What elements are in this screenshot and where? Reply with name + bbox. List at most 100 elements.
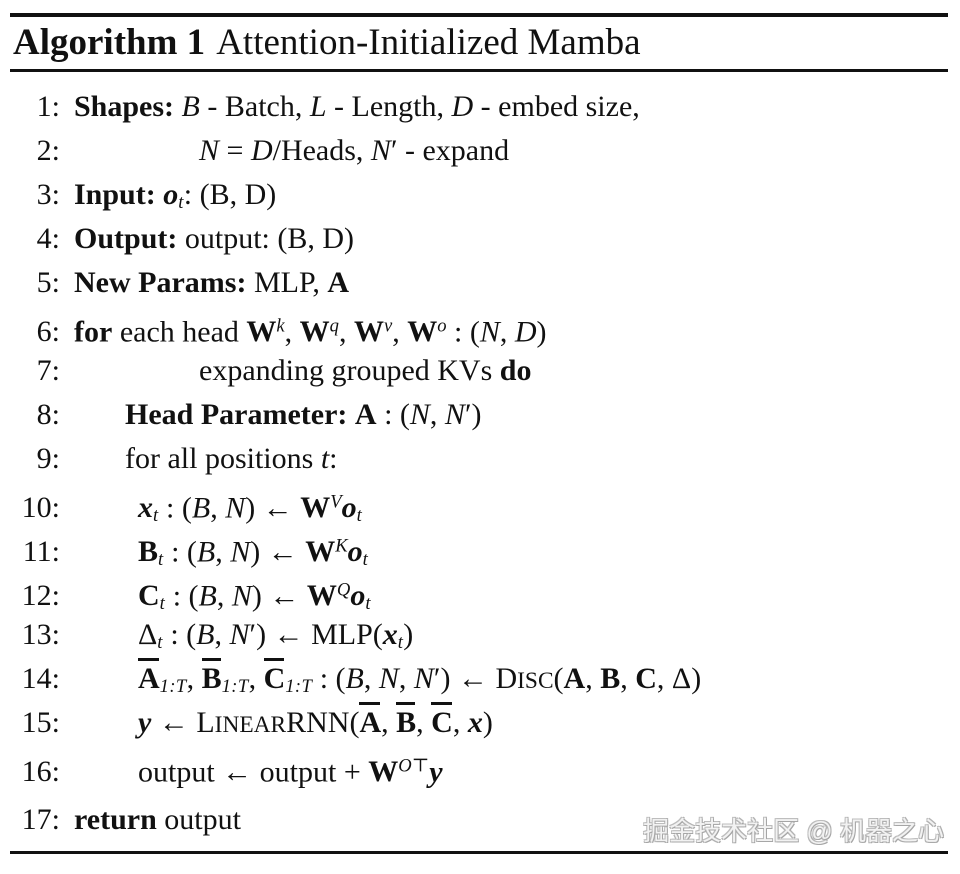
algorithm-line-16: 16: output ← output + WO⊤y <box>10 745 954 789</box>
algorithm-line-10: 10: xt : (B, N) ← WVot <box>10 481 954 527</box>
math-segment: , <box>499 315 515 349</box>
math-segment: : ( <box>165 579 199 613</box>
math-segment: ot <box>347 535 369 571</box>
math-segment: B <box>196 618 215 651</box>
line-number: 14: <box>21 662 60 695</box>
math-segment: , <box>429 398 445 431</box>
top-rule <box>10 13 948 17</box>
math-segment: , <box>381 706 397 739</box>
math-segment: , <box>210 491 226 525</box>
line-content: N = D/Heads, N′ - expand <box>60 129 509 173</box>
algorithm-line-15: 15: y ← LINEARRNN(A, B, C, x) <box>10 701 954 745</box>
math-segment: WQ <box>306 579 351 613</box>
line-content: for all positions t: <box>60 437 338 481</box>
algorithm-line-1: 1: Shapes: B - Batch, L - Length, D - emb… <box>10 85 954 129</box>
math-segment: : ( <box>312 662 346 695</box>
math-segment: N <box>378 662 399 695</box>
line-content: for each head Wk, Wq, Wv, Wo : (N, D) <box>60 305 547 354</box>
math-segment: A <box>327 266 349 299</box>
math-segment: ) <box>482 706 493 739</box>
math-segment: , <box>398 662 414 695</box>
math-segment: ) <box>536 315 547 349</box>
algorithm-line-2: 2: N = D/Heads, N′ - expand <box>10 129 954 173</box>
math-segment: N <box>199 134 220 167</box>
math-segment: - embed size, <box>473 90 640 123</box>
line-number: 10: <box>21 491 60 525</box>
math-segment: A <box>354 398 377 431</box>
math-segment: ot <box>341 491 363 527</box>
math-segment: , <box>452 706 468 739</box>
math-segment: A1:T <box>138 658 187 697</box>
math-segment <box>174 90 182 123</box>
algorithm-line-9: 9: for all positions t: <box>10 437 954 481</box>
math-segment: B <box>396 702 416 739</box>
math-segment: ′ <box>390 134 398 167</box>
math-segment: Head Parameter: <box>125 398 348 431</box>
line-content: Input: ot: (B, D) <box>60 173 276 225</box>
math-segment: , <box>620 662 636 695</box>
math-segment: B <box>191 491 211 525</box>
math-segment: return <box>74 803 157 836</box>
line-content: Shapes: B - Batch, L - Length, D - embed… <box>60 85 640 129</box>
math-segment: B <box>181 90 200 123</box>
math-segment: B <box>196 535 216 569</box>
line-content: expanding grouped KVs do <box>60 349 531 393</box>
math-segment: ot <box>163 178 184 214</box>
math-segment: , Δ) <box>656 662 702 695</box>
algorithm-title: Algorithm 1 Attention-Initialized Mamba <box>13 20 641 66</box>
math-segment: y <box>429 755 443 789</box>
math-segment: , <box>392 315 408 349</box>
title-separator-rule <box>10 69 948 72</box>
line-number: 4: <box>36 222 60 255</box>
math-segment: xt <box>382 618 404 654</box>
math-segment: - Batch, <box>199 90 310 123</box>
math-segment: Wk <box>246 315 285 349</box>
math-segment: each head <box>112 315 247 349</box>
math-segment: /Heads, <box>272 134 371 167</box>
line-content: A1:T, B1:T, C1:T : (B, N, N′) ← DISC(A, … <box>60 657 701 709</box>
math-segment: output: (B, D) <box>177 222 355 255</box>
watermark-text: 掘金技术社区 @ 机器之心 <box>643 816 944 846</box>
line-content: return output <box>60 798 241 842</box>
math-segment: for all positions <box>125 442 321 475</box>
math-segment: , <box>216 579 232 613</box>
math-segment: ′) ← <box>433 662 496 695</box>
line-number: 8: <box>36 398 60 431</box>
math-segment: , <box>248 662 264 695</box>
algorithm-title-name: Attention-Initialized Mamba <box>216 22 641 63</box>
algorithm-line-4: 4: Output: output: (B, D) <box>10 217 954 261</box>
bottom-rule <box>10 851 948 854</box>
line-number: 5: <box>36 266 60 299</box>
math-segment: : ( <box>376 398 410 431</box>
math-segment: : ( <box>158 491 192 525</box>
math-segment: , <box>214 618 230 651</box>
math-segment: Shapes: <box>74 90 175 123</box>
math-segment: WV <box>300 491 342 525</box>
math-segment: : (B, D) <box>183 178 277 211</box>
line-number: 3: <box>36 178 60 211</box>
math-segment: ) ← <box>250 535 306 569</box>
algorithm-line-11: 11: Bt : (B, N) ← WKot <box>10 525 954 571</box>
algorithm-line-14: 14: A1:T, B1:T, C1:T : (B, N, N′) ← DISC(… <box>10 657 954 701</box>
math-segment: , <box>186 662 202 695</box>
math-segment: N <box>479 315 500 349</box>
algorithm-title-label: Algorithm 1 <box>13 22 206 63</box>
line-content: New Params: MLP, A <box>60 261 349 305</box>
algorithm-line-8: 8: Head Parameter: A : (N, N′) <box>10 393 954 437</box>
math-segment: - expand <box>397 134 510 167</box>
line-number: 11: <box>22 535 60 569</box>
math-segment: , <box>363 662 379 695</box>
math-segment: MLP, <box>246 266 328 299</box>
line-content: Ct : (B, N) ← WQot <box>60 569 371 626</box>
line-content: Head Parameter: A : (N, N′) <box>60 393 482 437</box>
line-content: Output: output: (B, D) <box>60 217 354 261</box>
math-segment: B <box>345 662 364 695</box>
math-segment: N <box>225 491 246 525</box>
math-segment: Bt <box>138 535 164 571</box>
line-number: 16: <box>21 755 60 789</box>
math-segment: A <box>563 662 586 695</box>
algorithm-line-7: 7: expanding grouped KVs do <box>10 349 954 393</box>
math-segment: C1:T <box>263 658 313 697</box>
algorithm-line-12: 12: Ct : (B, N) ← WQot <box>10 569 954 614</box>
